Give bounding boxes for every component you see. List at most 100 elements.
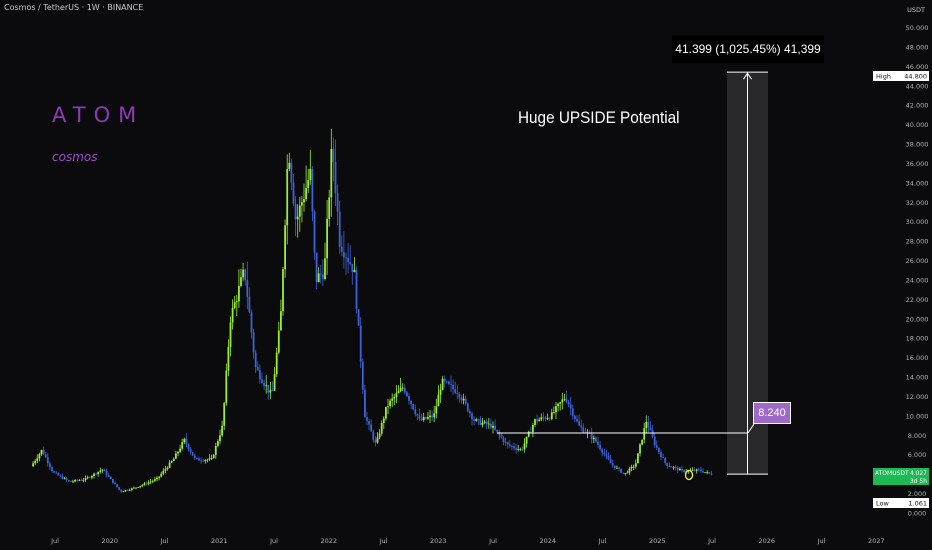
- candle-body: [206, 459, 209, 461]
- candle-body: [538, 419, 541, 422]
- candle-body: [391, 398, 394, 401]
- price-tick-label: 6.000: [908, 451, 927, 459]
- candle-body: [198, 458, 200, 461]
- candle-body: [196, 458, 198, 459]
- candle-body: [569, 404, 572, 409]
- price-tick-label: 42.000: [906, 102, 929, 110]
- candle-body: [647, 421, 650, 428]
- candle-body: [660, 452, 662, 458]
- candle-body: [259, 370, 261, 380]
- candle-body: [477, 419, 480, 421]
- candle-body: [112, 478, 114, 483]
- candle-body: [702, 471, 704, 473]
- candle-body: [557, 403, 559, 407]
- candle-body: [414, 409, 417, 415]
- candle-body: [40, 449, 43, 455]
- candle-body: [57, 473, 60, 476]
- candle-body: [548, 418, 551, 420]
- candle-body: [504, 442, 507, 443]
- candle-body: [351, 263, 354, 273]
- candle-body: [322, 274, 324, 279]
- candle-body: [389, 400, 391, 407]
- candle-body: [183, 438, 186, 443]
- time-tick-label: 2022: [320, 537, 337, 545]
- candle-body: [95, 473, 97, 475]
- candle-body: [328, 197, 331, 219]
- candle-body: [359, 325, 362, 362]
- candle-body: [55, 472, 58, 474]
- candle-body: [242, 269, 244, 278]
- candle-body: [263, 382, 265, 386]
- candle-body: [508, 444, 511, 446]
- time-tick-label: Jul: [269, 537, 278, 545]
- time-tick-label: Jul: [707, 537, 716, 545]
- candle-body: [347, 257, 349, 263]
- candle-body: [172, 458, 175, 461]
- candle-body: [574, 415, 576, 420]
- candle-body: [214, 445, 217, 455]
- candle-body: [357, 309, 360, 326]
- candle-body: [67, 480, 70, 482]
- level-label: 8.240: [753, 402, 791, 424]
- candle-body: [130, 488, 133, 490]
- price-tick-label: 36.000: [906, 160, 929, 168]
- candle-body: [450, 383, 452, 385]
- price-tick-label: 44.000: [906, 82, 929, 90]
- candle-body: [435, 406, 438, 414]
- candle-body: [399, 387, 402, 392]
- candle-body: [324, 258, 326, 279]
- candle-body: [126, 490, 129, 491]
- candle-body: [271, 390, 274, 392]
- symbol-title[interactable]: Cosmos / TetherUS · 1W · BINANCE: [4, 3, 144, 12]
- candle-body: [464, 398, 467, 404]
- candle-body: [46, 457, 49, 464]
- candle-body: [490, 423, 492, 428]
- candle-body: [427, 417, 429, 419]
- candle-body: [231, 307, 234, 323]
- candle-body: [338, 211, 341, 247]
- candle-body: [185, 438, 188, 445]
- candle-body: [429, 415, 431, 418]
- candle-body: [454, 388, 457, 393]
- candle-body: [227, 346, 230, 371]
- candle-body: [303, 199, 305, 203]
- candle-body: [397, 391, 400, 394]
- candle-body: [317, 273, 320, 282]
- low-tag: Low 1.061: [873, 498, 929, 508]
- candle-body: [217, 441, 219, 446]
- price-axis-panel[interactable]: [903, 0, 932, 550]
- candle-body: [410, 400, 412, 404]
- candle-body: [670, 466, 673, 468]
- candle-body: [500, 435, 503, 438]
- candle-body: [555, 406, 557, 413]
- candle-body: [133, 487, 135, 489]
- candle-body: [536, 419, 538, 422]
- candle-body: [462, 398, 465, 401]
- candle-body: [580, 425, 583, 428]
- candle-body: [479, 419, 482, 425]
- candle-body: [240, 277, 242, 287]
- time-tick-label: Jul: [379, 537, 388, 545]
- candle-body: [332, 148, 335, 162]
- range-measure-label: 41.399 (1,025.45%) 41,399: [672, 35, 824, 63]
- candle-body: [565, 398, 568, 402]
- candle-body: [540, 417, 543, 420]
- candle-body: [385, 406, 387, 419]
- candle-body: [672, 467, 675, 468]
- current-price: 4.027: [910, 470, 927, 477]
- candle-body: [475, 419, 478, 421]
- candle-body: [668, 466, 671, 467]
- candle-body: [380, 422, 383, 434]
- candle-body: [681, 468, 683, 471]
- time-tick-label: 2027: [868, 537, 885, 545]
- candle-body: [403, 387, 406, 393]
- candle-body: [630, 466, 633, 469]
- candle-body: [168, 462, 171, 468]
- candle-body: [246, 279, 249, 297]
- candle-body: [622, 472, 625, 474]
- candle-body: [618, 467, 620, 469]
- candle-body: [158, 476, 160, 478]
- price-tick-label: 8.000: [908, 432, 927, 440]
